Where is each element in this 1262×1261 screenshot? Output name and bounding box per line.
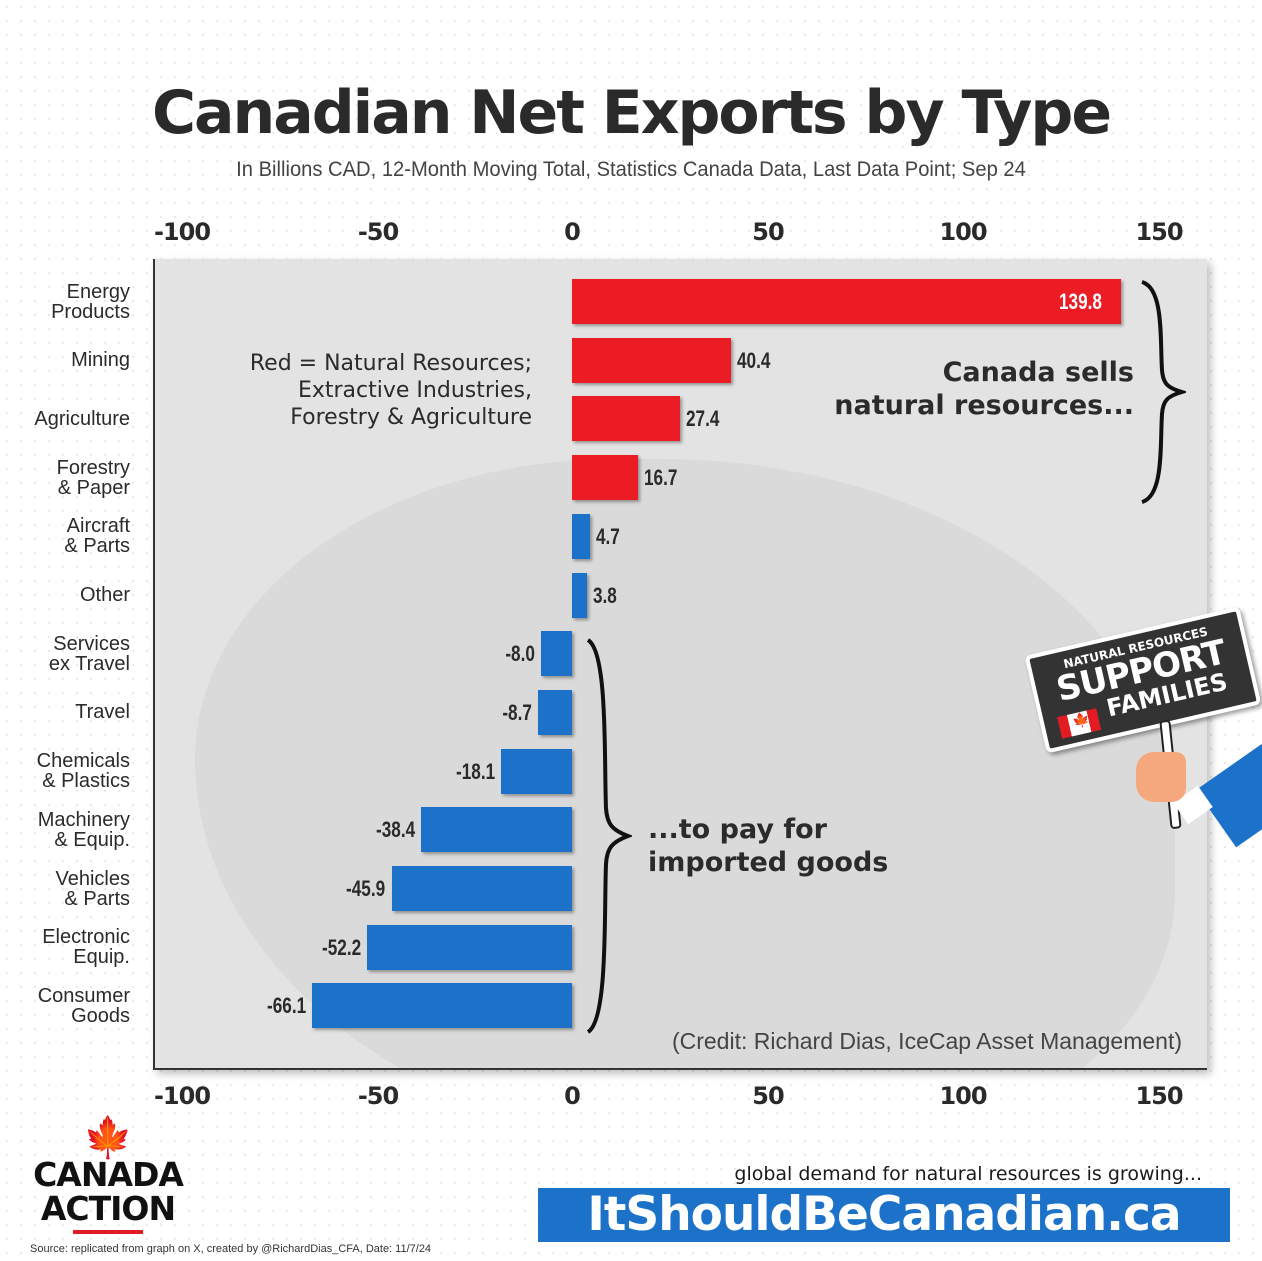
chart-title: Canadian Net Exports by Type [151,78,1112,148]
category-label: Energy Products [51,280,130,323]
x-tick: 150 [1135,218,1183,246]
bar-value-label: -8.7 [502,699,532,725]
bar-value-label: -45.9 [346,876,386,901]
category-label: Electronic Equip. [42,926,130,969]
category-label: Services ex Travel [48,632,130,675]
bar [391,866,572,911]
bar-value-label: 16.7 [643,465,678,491]
bar-value-label: -8.0 [504,641,535,667]
bar-value-label: -66.1 [267,993,307,1019]
category-label: Vehicles & Parts [55,867,131,910]
x-tick: 50 [752,218,784,246]
logo-text: CANADA ACTION [33,1155,184,1228]
bar [572,396,680,442]
callout-natural-resources: Canada sells natural resources... [834,357,1134,421]
x-tick: -100 [153,1082,211,1110]
bar-value-label: 3.8 [592,582,617,608]
category-label: Travel [75,701,130,724]
source-note: Source: replicated from graph on X, crea… [30,1243,432,1255]
maple-leaf-icon: 🍁 [83,1115,133,1161]
bar-value-label: 27.4 [685,406,720,432]
bar-value-label: -18.1 [455,758,495,784]
category-label: Consumer Goods [37,984,130,1027]
canada-map-silhouette [195,459,1175,1068]
bar [366,924,572,970]
x-axis-top: -100 -50 0 50 100 150 [0,218,1262,248]
logo-underline [73,1230,143,1234]
canada-flag-icon: 🍁 [1057,708,1102,739]
legend-note: Red = Natural Resources; Extractive Indu… [249,351,532,430]
bar [540,631,572,677]
bar [572,513,591,559]
x-tick: -50 [357,218,399,246]
callout-imported-goods: ...to pay for imported goods [648,814,889,878]
bar [572,572,587,618]
hand-icon [1136,752,1186,802]
x-tick: 0 [564,1082,581,1110]
x-tick: -100 [153,218,211,246]
bar [572,279,1122,324]
x-tick: 100 [939,218,987,246]
bar-value-label: 4.7 [596,523,621,549]
bar-value-label: 139.8 [1059,289,1103,314]
category-label: Aircraft & Parts [64,515,130,558]
bar [572,337,731,383]
chart-subtitle: In Billions CAD, 12-Month Moving Total, … [236,158,1026,181]
category-label: Machinery & Equip. [37,808,130,851]
x-tick: -50 [357,1082,399,1110]
category-label: Mining [71,349,130,372]
bar [312,983,572,1029]
tagline: global demand for natural resources is g… [734,1163,1202,1185]
bar [500,748,572,794]
x-tick: 50 [752,1082,784,1110]
brace-top-icon [1141,280,1186,504]
bar-value-label: -38.4 [375,817,416,843]
category-label: Chemicals & Plastics [36,750,130,793]
bar [537,689,572,735]
x-tick: 0 [564,218,581,246]
bar-value-label: 40.4 [736,347,771,373]
bar-value-label: -52.2 [321,934,361,960]
bar [572,455,638,501]
x-tick: 150 [1135,1082,1183,1110]
category-label: Forestry & Paper [56,456,130,499]
credit-note: (Credit: Richard Dias, IceCap Asset Mana… [671,1028,1182,1054]
category-label: Agriculture [34,407,130,430]
category-label: Other [79,584,130,606]
brace-bottom-icon [586,638,632,1034]
x-tick: 100 [939,1082,987,1110]
canada-action-logo: 🍁 CANADA ACTION [28,1118,188,1234]
x-axis-bottom: -100 -50 0 50 100 150 [0,1082,1262,1112]
bar [421,807,572,853]
website-link[interactable]: ItShouldBeCanadian.ca [538,1188,1230,1242]
